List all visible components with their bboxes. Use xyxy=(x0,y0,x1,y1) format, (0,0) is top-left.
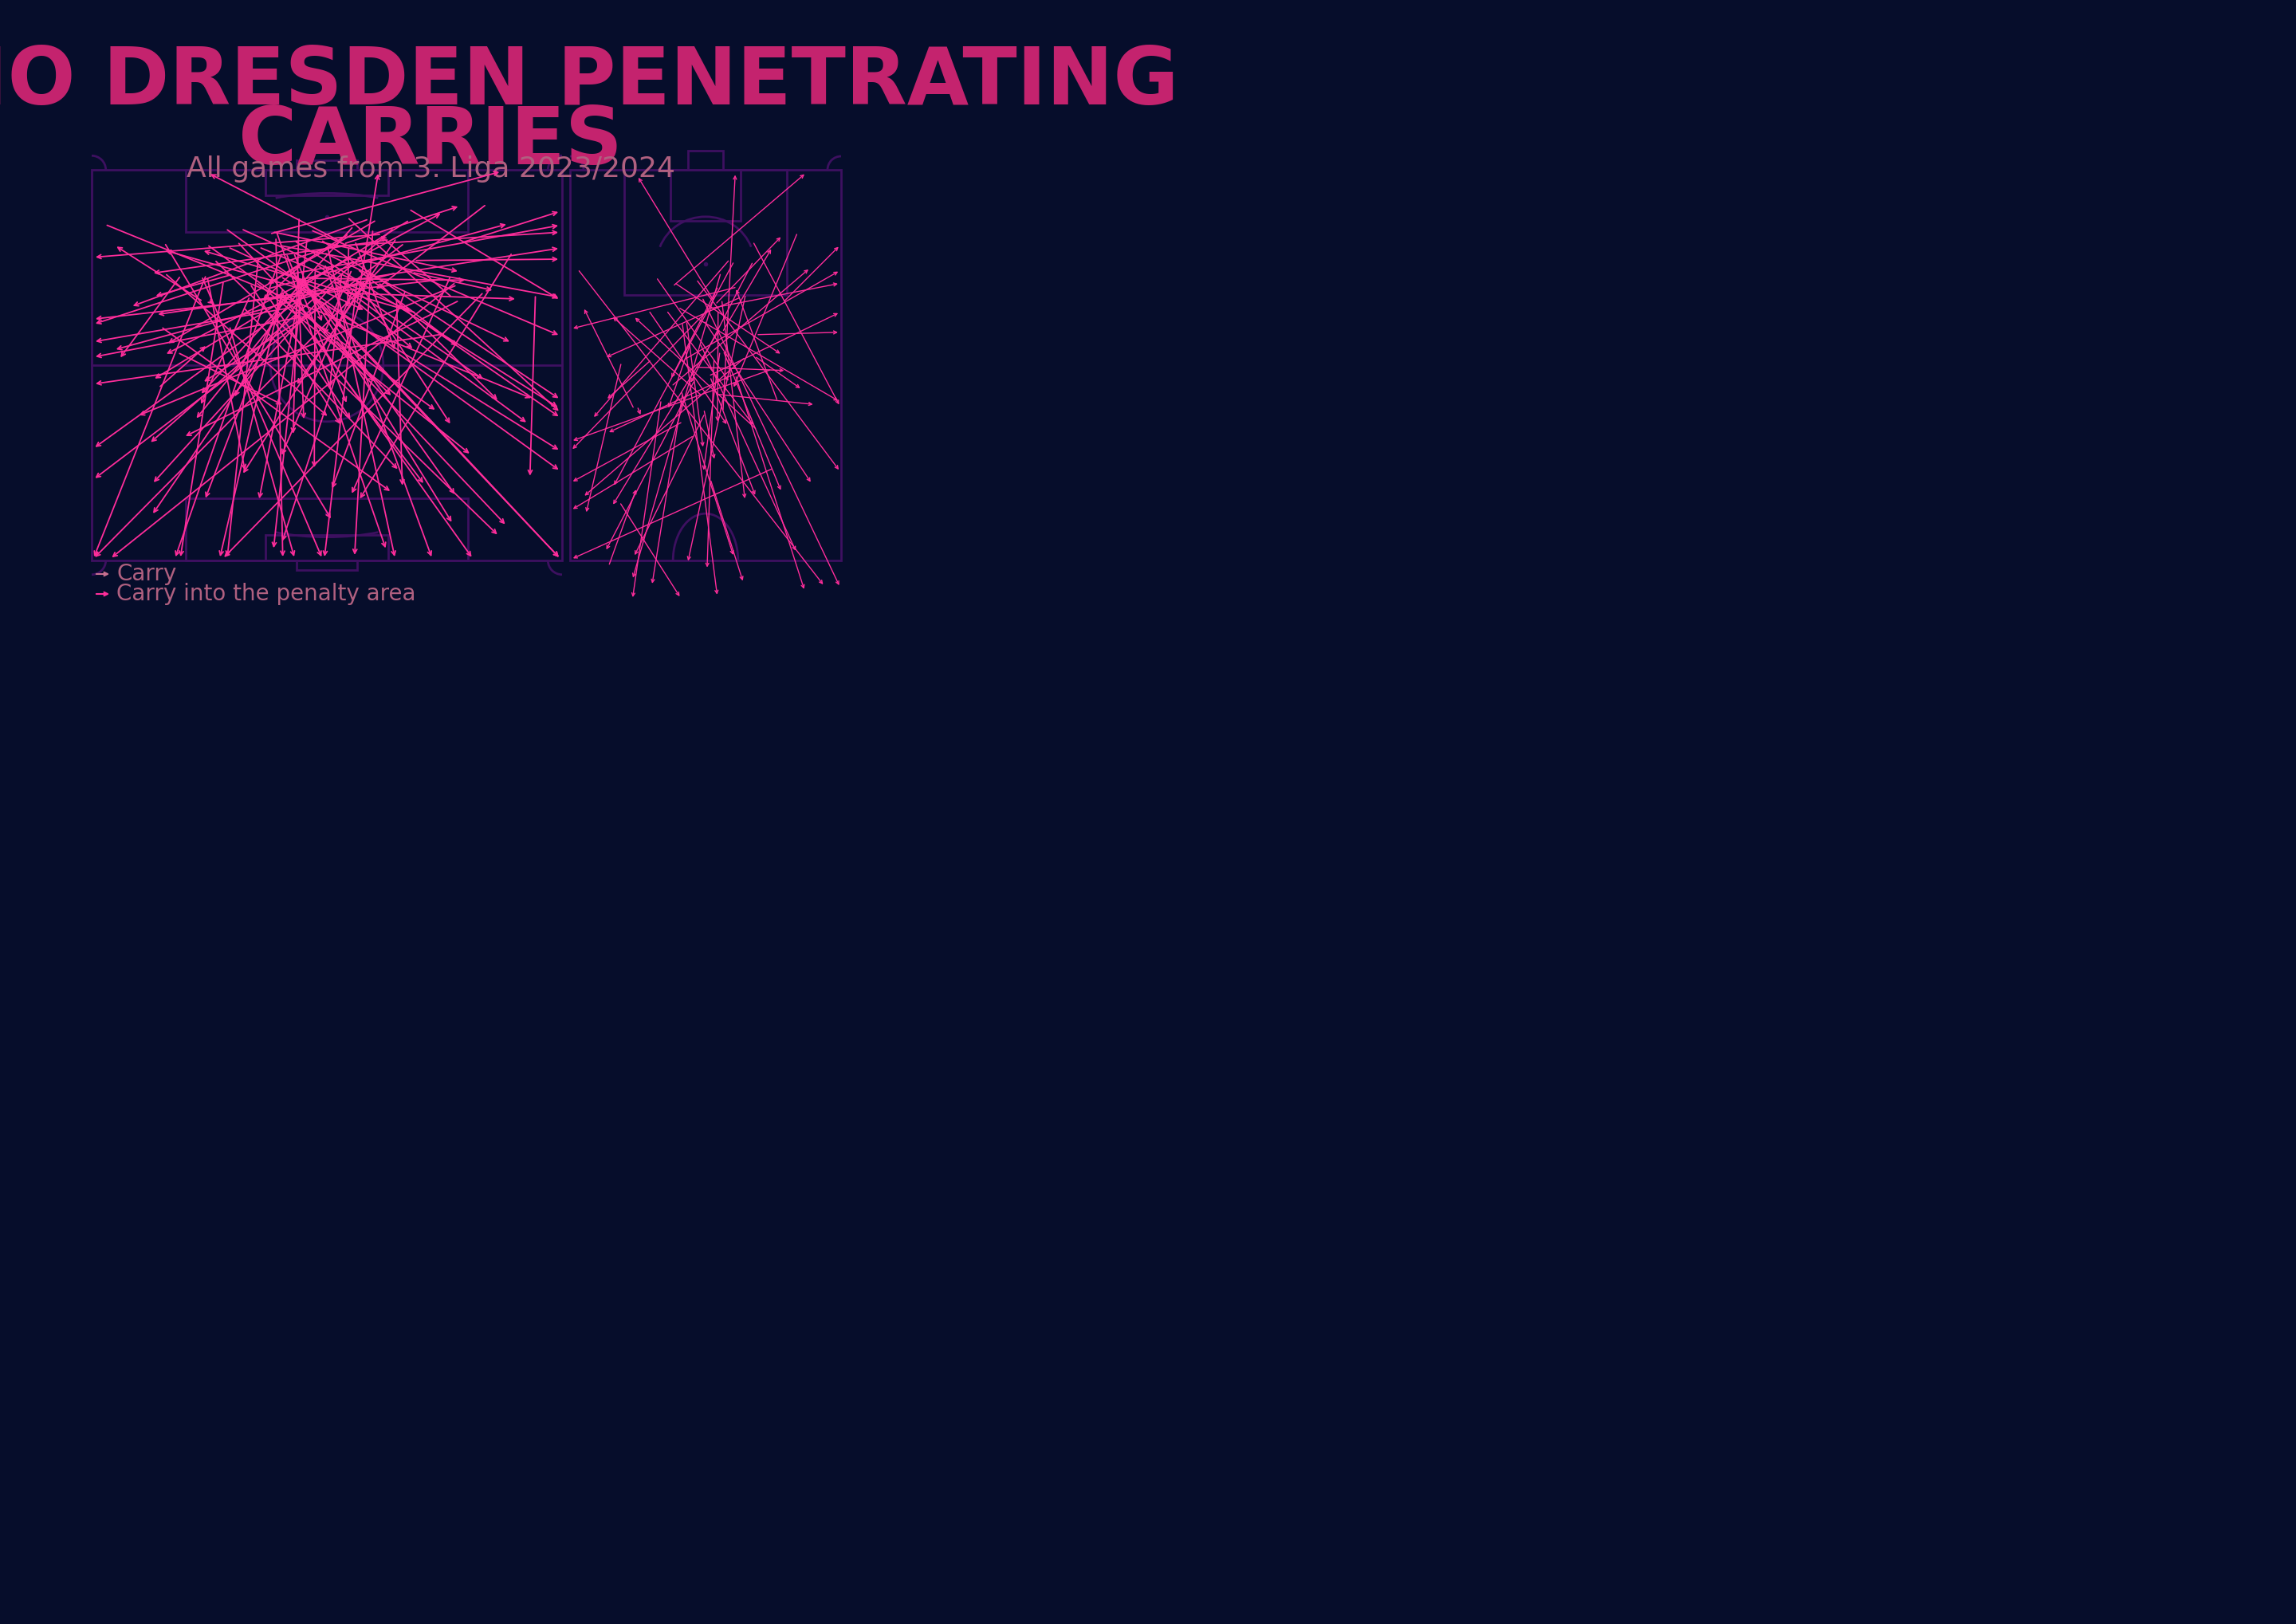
Bar xyxy=(186,499,468,560)
Bar xyxy=(186,171,468,232)
Text: DYNAMO DRESDEN PENETRATING: DYNAMO DRESDEN PENETRATING xyxy=(0,44,1178,122)
Bar xyxy=(266,171,388,195)
Bar xyxy=(689,151,723,171)
Text: CARRIES: CARRIES xyxy=(239,104,622,180)
Bar xyxy=(569,171,840,560)
Bar xyxy=(670,171,742,221)
Text: All games from 3. Liga 2023/2024: All games from 3. Liga 2023/2024 xyxy=(186,156,675,182)
Bar xyxy=(92,171,563,560)
Bar xyxy=(296,161,358,171)
Bar xyxy=(266,534,388,560)
Bar xyxy=(625,171,788,296)
Bar xyxy=(296,560,358,570)
Text: Carry into the penalty area: Carry into the penalty area xyxy=(117,583,416,606)
Text: Carry: Carry xyxy=(117,564,177,585)
